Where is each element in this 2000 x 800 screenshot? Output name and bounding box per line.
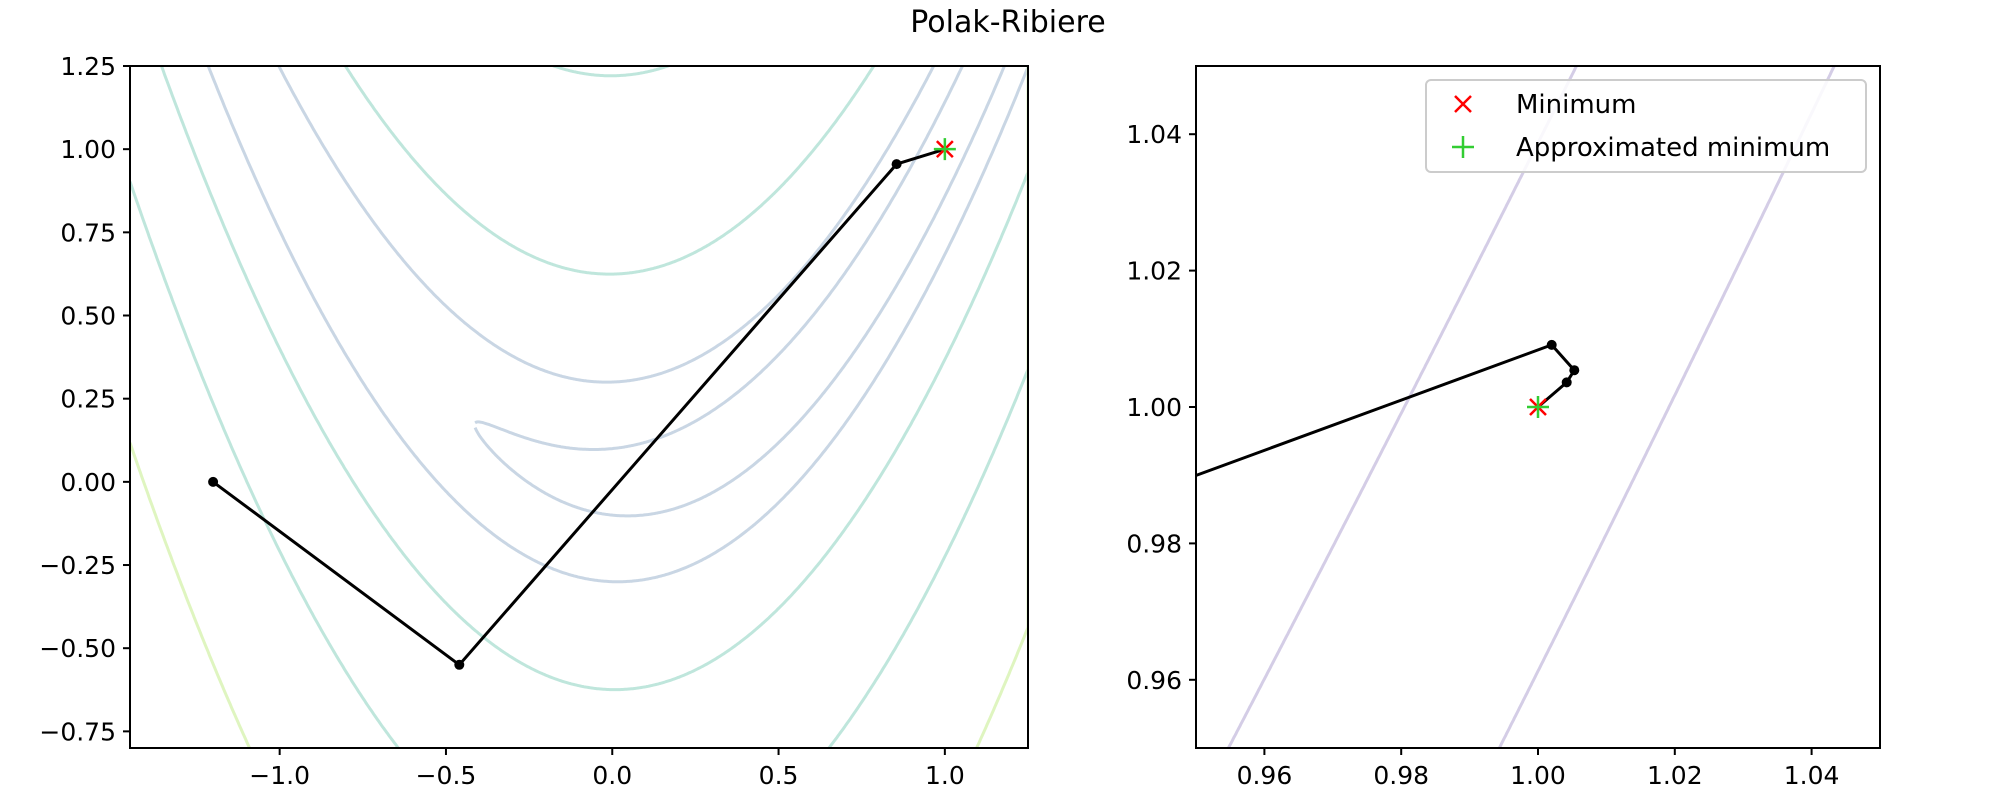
y-tick-label: 0.25	[60, 385, 116, 414]
x-tick-label: −1.0	[249, 761, 310, 790]
path-point	[891, 159, 902, 170]
y-tick-label: 1.04	[1126, 120, 1182, 149]
legend-marker-minimum-icon	[1454, 95, 1472, 113]
contour-lines	[130, 66, 1028, 748]
contour-line	[473, 66, 1007, 518]
path-point	[454, 659, 465, 670]
y-tick-label: −0.50	[39, 634, 116, 663]
contour-lines	[1226, 66, 1836, 748]
path-point	[541, 709, 551, 719]
legend-entry-approx-minimum: Approximated minimum	[1452, 133, 1830, 163]
x-axis: 0.96 0.98 1.00 1.02 1.04	[1237, 748, 1840, 790]
x-tick-label: 1.00	[1510, 761, 1566, 790]
x-axis: −1.0 −0.5 0.0 0.5 1.0	[249, 748, 965, 790]
contour-line	[206, 66, 1028, 584]
x-tick-label: 0.5	[759, 761, 799, 790]
legend-entry-minimum: Minimum	[1454, 90, 1637, 120]
y-tick-label: 0.98	[1126, 529, 1182, 558]
y-axis: −0.75 −0.50 −0.25 0.00 0.25 0.50 0.75 1.00 1.25	[39, 52, 130, 746]
y-tick-label: 0.96	[1126, 666, 1182, 695]
x-tick-label: 1.02	[1647, 761, 1703, 790]
minimum-markers	[1527, 396, 1549, 418]
contour-line	[159, 66, 1028, 692]
legend-label-approx-minimum: Approximated minimum	[1516, 133, 1830, 163]
chart-title: Polak-Ribiere	[910, 5, 1105, 40]
x-tick-label: −0.5	[416, 761, 477, 790]
y-tick-label: 0.75	[60, 218, 116, 247]
legend-marker-approx-minimum-icon	[1452, 136, 1474, 158]
x-tick-label: 0.96	[1237, 761, 1293, 790]
path-point	[1546, 339, 1557, 350]
y-tick-label: 1.00	[1126, 393, 1182, 422]
y-tick-label: 0.00	[60, 468, 116, 497]
contour-line	[1226, 66, 1836, 748]
panel-zoom-view: 0.96 0.98 1.00 1.02 1.04 0.96 0.98 1.00 1.02 1.0…	[541, 65, 1881, 790]
path-line	[1196, 343, 1576, 478]
contour-line	[130, 66, 1028, 748]
y-tick-label: 1.02	[1126, 257, 1182, 286]
approx-minimum-marker	[933, 138, 956, 161]
path-line	[212, 147, 946, 667]
x-tick-label: 1.0	[925, 761, 965, 790]
optimization-path	[208, 147, 946, 670]
minimum-markers	[933, 138, 956, 161]
contour-line	[130, 66, 1028, 748]
y-tick-label: 1.25	[60, 52, 116, 81]
axes-frame	[129, 65, 1029, 749]
path-point	[1561, 377, 1572, 388]
legend: Minimum Approximated minimum	[1425, 79, 1867, 173]
y-axis: 0.96 0.98 1.00 1.02 1.04	[1126, 120, 1196, 695]
optimization-path	[541, 339, 1580, 719]
y-tick-label: −0.25	[39, 551, 116, 580]
x-tick-label: 1.04	[1784, 761, 1840, 790]
panel-full-view: −1.0 −0.5 0.0 0.5 1.0 −0.75 −0.50 −0.25 0.00 0.2…	[39, 52, 1029, 790]
x-tick-label: 0.0	[592, 761, 632, 790]
path-point	[1569, 365, 1580, 376]
legend-label-minimum: Minimum	[1516, 90, 1637, 120]
y-tick-label: 0.50	[60, 302, 116, 331]
y-tick-label: 1.00	[60, 135, 116, 164]
legend-box	[1425, 79, 1867, 173]
x-tick-label: 0.98	[1373, 761, 1429, 790]
approx-minimum-marker	[1527, 396, 1549, 418]
path-point	[208, 476, 219, 487]
y-tick-label: −0.75	[39, 717, 116, 746]
